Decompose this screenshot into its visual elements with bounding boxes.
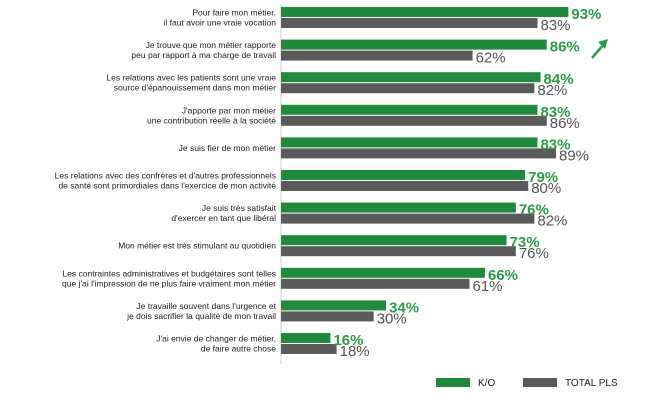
bar-ko bbox=[281, 235, 507, 246]
value-label-ko: 16% bbox=[333, 332, 363, 349]
value-label-ko: 83% bbox=[540, 136, 570, 153]
category-labels-layer: Pour faire mon métier, il faut avoir une … bbox=[55, 8, 277, 354]
bar-ko bbox=[281, 39, 547, 50]
category-label: Je travaille souvent dans l'urgence et je… bbox=[126, 301, 276, 321]
bar-total-pls bbox=[281, 18, 538, 28]
value-label-ko: 76% bbox=[519, 202, 549, 219]
value-label-total-pls: 86% bbox=[550, 115, 580, 132]
bars-layer bbox=[281, 7, 569, 354]
trend-arrow-up-icon bbox=[591, 39, 608, 59]
legend-label-total-pls: TOTAL PLS bbox=[565, 378, 618, 389]
value-label-ko: 84% bbox=[544, 71, 574, 88]
bar-total-pls bbox=[281, 115, 547, 126]
bar-ko bbox=[281, 137, 538, 148]
category-label: J'apporte par mon métier une contribution… bbox=[147, 105, 276, 125]
value-label-total-pls: 82% bbox=[537, 213, 567, 230]
bar-total-pls bbox=[281, 213, 535, 224]
value-label-total-pls: 89% bbox=[559, 147, 589, 164]
value-label-ko: 73% bbox=[510, 234, 540, 251]
value-label-total-pls: 76% bbox=[519, 245, 549, 262]
bar-ko bbox=[281, 267, 485, 278]
bar-ko bbox=[281, 72, 541, 83]
value-label-total-pls: 30% bbox=[377, 310, 407, 327]
legend-swatch-total-pls bbox=[523, 378, 557, 387]
bar-total-pls bbox=[281, 181, 529, 191]
bar-total-pls bbox=[281, 83, 535, 94]
bar-total-pls bbox=[281, 278, 470, 289]
category-label: Je trouve que mon métier rapporte peu par… bbox=[131, 40, 276, 60]
bar-total-pls bbox=[281, 311, 374, 322]
category-label: Pour faire mon métier, il faut avoir une … bbox=[164, 8, 277, 28]
category-label: Je suis fier de mon métier bbox=[179, 143, 276, 153]
category-label: Les relations avec des confrères et d'au… bbox=[55, 171, 277, 191]
value-label-ko: 66% bbox=[488, 267, 518, 284]
value-label-ko: 34% bbox=[389, 299, 419, 316]
value-label-total-pls: 61% bbox=[472, 278, 502, 295]
bar-ko bbox=[281, 202, 516, 213]
legend: K/O TOTAL PLS bbox=[436, 378, 618, 389]
value-label-total-pls: 83% bbox=[540, 17, 570, 34]
bar-ko bbox=[281, 333, 331, 343]
bar-total-pls bbox=[281, 344, 337, 354]
bar-ko bbox=[281, 300, 387, 311]
bar-total-pls bbox=[281, 148, 557, 159]
legend-label-ko: K/O bbox=[478, 378, 495, 389]
category-label: Je suis très satisfait d'exercer en tant … bbox=[171, 203, 276, 223]
bar-ko bbox=[281, 170, 526, 180]
value-label-ko: 79% bbox=[528, 169, 558, 186]
value-label-ko: 83% bbox=[540, 104, 570, 121]
value-label-total-pls: 80% bbox=[531, 180, 561, 197]
category-label: J'ai envie de changer de métier, de faire… bbox=[156, 334, 276, 354]
bar-ko bbox=[281, 7, 569, 17]
value-label-ko: 86% bbox=[550, 39, 580, 56]
category-label: Les relations avec les patients sont une… bbox=[106, 73, 276, 93]
value-label-ko: 93% bbox=[571, 6, 601, 23]
legend-swatch-ko bbox=[436, 378, 470, 387]
value-labels-layer: 93%83%86%62%84%82%83%86%83%89%79%80%76%8… bbox=[333, 6, 601, 360]
category-label: Les contraintes administratives et budgé… bbox=[62, 268, 276, 288]
bar-ko bbox=[281, 104, 538, 115]
value-label-total-pls: 82% bbox=[537, 82, 567, 99]
value-label-total-pls: 62% bbox=[476, 50, 506, 67]
bar-total-pls bbox=[281, 246, 516, 257]
category-label: Mon métier est très stimulant au quotidi… bbox=[118, 241, 276, 251]
bar-total-pls bbox=[281, 50, 473, 61]
value-label-total-pls: 18% bbox=[340, 343, 370, 360]
